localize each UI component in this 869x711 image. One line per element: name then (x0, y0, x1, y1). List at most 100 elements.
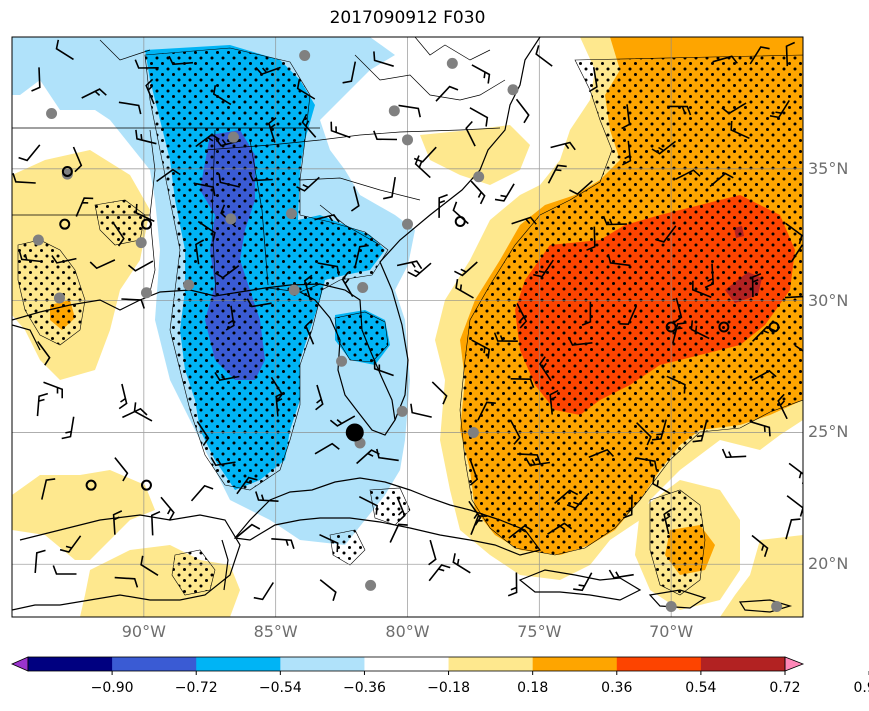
wind-barb (383, 176, 396, 200)
station-ring-calm (665, 321, 677, 333)
wind-barb (118, 383, 128, 410)
wind-barb (751, 534, 769, 557)
wind-barb (121, 298, 145, 309)
wind-barb (622, 140, 632, 166)
wind-barb (539, 356, 552, 382)
station-ring-calm (718, 321, 730, 333)
wind-barb (133, 402, 153, 422)
wind-barb (275, 391, 285, 417)
contour-pos-018-sw (12, 470, 155, 560)
station-dot-gray (61, 168, 73, 180)
colorbar-segment (364, 657, 450, 671)
wind-barb (794, 344, 803, 352)
wind-barb (663, 508, 672, 535)
wind-barb (623, 494, 633, 519)
wind-barb (112, 510, 123, 535)
wind-barb (342, 61, 357, 84)
wind-barb (246, 298, 272, 308)
wind-barb (607, 254, 631, 267)
wind-barb (675, 169, 701, 181)
wind-barb (549, 389, 559, 415)
wind-barb (210, 457, 236, 467)
station-markers-filled (32, 49, 783, 612)
wind-barb (37, 341, 51, 366)
wind-barb (267, 117, 277, 143)
station-dot-gray (365, 579, 377, 591)
wind-barb (784, 295, 803, 299)
wind-barb (55, 39, 74, 61)
colorbar-tick-label: 0.18 (517, 680, 549, 696)
wind-barb (573, 572, 593, 592)
station-dot-gray (135, 237, 147, 249)
wind-barb (494, 183, 515, 202)
wind-barb (516, 303, 528, 329)
wind-barb (471, 339, 491, 359)
wind-barb (315, 384, 324, 411)
wind-barb (673, 297, 683, 324)
wind-barb (314, 213, 340, 223)
wind-barb (510, 378, 535, 388)
wind-barb (135, 129, 157, 145)
wind-barb (690, 320, 710, 340)
wind-barb (547, 522, 573, 535)
wind-barb (218, 173, 240, 188)
wind-barb (569, 180, 593, 196)
wind-barb (197, 220, 216, 242)
station-markers-open (59, 165, 780, 491)
station-ring-calm (140, 218, 152, 230)
wind-barb (376, 448, 399, 462)
wind-barb (135, 203, 155, 223)
wind-barb (118, 101, 142, 115)
wind-barb (769, 99, 790, 119)
colorbar-segment (196, 657, 281, 671)
lat-tick-label: 35°N (808, 158, 849, 178)
wind-barb (654, 225, 677, 243)
wind-barb (507, 572, 518, 597)
wind-barb (651, 140, 676, 155)
wind-barb (452, 553, 471, 574)
wind-barb (721, 448, 747, 459)
colorbar-tick-label: −0.36 (342, 680, 386, 696)
lat-tick-label: 30°N (808, 290, 849, 310)
wind-barb (431, 381, 448, 405)
wind-barb (350, 186, 360, 212)
colorbar-frame (27, 656, 786, 672)
station-dot-gray (225, 213, 237, 225)
station-dot-gray (227, 131, 239, 143)
map-frame (11, 36, 804, 618)
wind-barb (786, 495, 803, 517)
wind-barb (75, 197, 94, 217)
wind-barb (255, 491, 279, 502)
wind-barb (31, 67, 41, 92)
wind-barb (373, 51, 394, 67)
station-dot-gray (402, 218, 413, 230)
station-dot-gray (46, 107, 58, 119)
wind-barb (550, 141, 576, 151)
wind-barb (785, 222, 803, 245)
wind-barb (81, 88, 107, 99)
station-dot-gray (396, 405, 408, 417)
wind-barb (317, 262, 340, 276)
wind-barb (43, 381, 63, 399)
wind-barb (465, 120, 476, 147)
wind-barb (214, 265, 240, 279)
wind-barb (319, 579, 337, 602)
wind-barb (652, 474, 671, 495)
station-dot-gray (288, 284, 300, 296)
wind-barb (691, 280, 712, 299)
wind-barb (721, 102, 747, 115)
lon-tick-label: 80°W (385, 622, 430, 641)
wind-barb (428, 539, 437, 566)
wind-barb (790, 244, 803, 263)
colorbar-tick-label: 0.36 (601, 680, 633, 696)
colorbar-tick-label: −0.90 (90, 680, 134, 696)
wind-barb (34, 549, 46, 573)
wind-barb (428, 564, 451, 582)
wind-barb (508, 524, 533, 539)
wind-barb (751, 272, 762, 298)
wind-barb (61, 416, 75, 440)
wind-barb (709, 172, 734, 188)
station-dot-gray (446, 57, 458, 69)
colorbar-tick-label: −0.72 (174, 680, 218, 696)
